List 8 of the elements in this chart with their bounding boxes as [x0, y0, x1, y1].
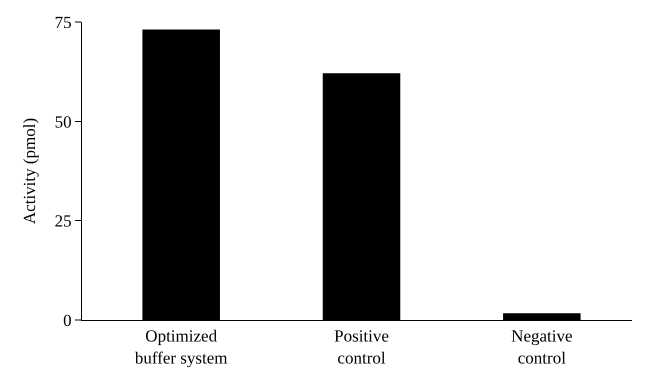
x-tick-label: Positive control — [334, 326, 389, 368]
y-tick-label: 50 — [54, 112, 72, 132]
x-tick-label: Negative control — [511, 326, 573, 368]
y-tick-label: 0 — [63, 310, 72, 330]
y-tick-label: 75 — [54, 12, 72, 32]
x-tick-label: Optimized buffer system — [134, 326, 228, 368]
y-axis-title: Activity (pmol) — [20, 118, 40, 224]
y-tick-label: 25 — [54, 212, 72, 231]
